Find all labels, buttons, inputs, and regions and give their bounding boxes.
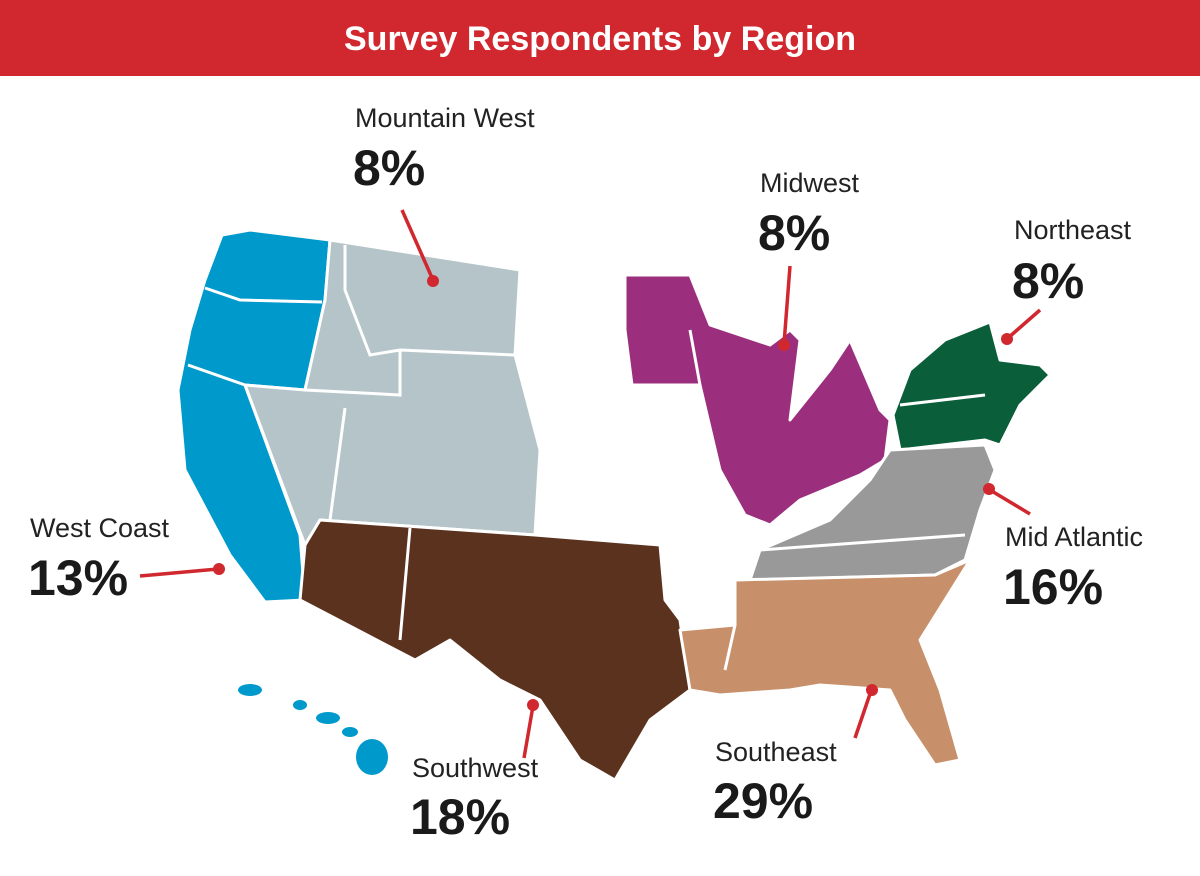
title-bar (0, 0, 1200, 76)
leader-dot (213, 563, 225, 575)
region-share: 29% (713, 773, 813, 829)
region-share: 8% (1012, 253, 1084, 309)
region-name: Southeast (715, 737, 837, 767)
region-name: Northeast (1014, 215, 1132, 245)
northeast-region (891, 320, 1052, 452)
southeast-states (678, 558, 972, 767)
leader-dot (527, 699, 539, 711)
southwest-states (298, 518, 692, 782)
leader-dot (866, 684, 878, 696)
state-border (343, 245, 516, 357)
leader-dot (1001, 333, 1013, 345)
midwest-states (623, 273, 892, 527)
state-border (328, 407, 347, 521)
state-border (759, 533, 966, 552)
region-share: 16% (1003, 559, 1103, 615)
state-border (723, 624, 737, 671)
leader-dot (983, 483, 995, 495)
region-name: West Coast (30, 513, 170, 543)
leader-dot (778, 339, 790, 351)
state-border (204, 286, 323, 304)
leader-line (139, 567, 219, 578)
hawaii-island (238, 684, 262, 696)
midwest-region (623, 273, 892, 527)
leader-line (522, 705, 535, 759)
southwest-region (298, 518, 692, 782)
region-name: Mid Atlantic (1005, 522, 1143, 552)
region-name: Southwest (412, 753, 539, 783)
state-border (398, 527, 412, 641)
region-share: 8% (353, 140, 425, 196)
region-share: 18% (410, 789, 510, 845)
region-name: Midwest (760, 168, 860, 198)
state-border (187, 363, 246, 387)
hawaii-island (293, 700, 307, 710)
mid-atlantic-region (748, 443, 997, 582)
hawaii-island (342, 727, 358, 737)
leader-line (1006, 308, 1042, 340)
region-name: Mountain West (355, 103, 535, 133)
region-share: 8% (758, 205, 830, 261)
region-share: 13% (28, 550, 128, 606)
leader-line (989, 488, 1031, 516)
leader-line (853, 690, 873, 739)
state-border (304, 350, 402, 397)
leader-line (782, 265, 792, 345)
title: Survey Respondents by Region (344, 20, 856, 58)
leader-dot (427, 275, 439, 287)
southeast-region (678, 558, 972, 767)
northeast-states (891, 320, 1052, 452)
hawaii-island (316, 712, 340, 724)
state-border (688, 329, 702, 386)
leader-line (400, 209, 435, 281)
hawaii-island (356, 739, 388, 775)
state-border (899, 393, 986, 407)
